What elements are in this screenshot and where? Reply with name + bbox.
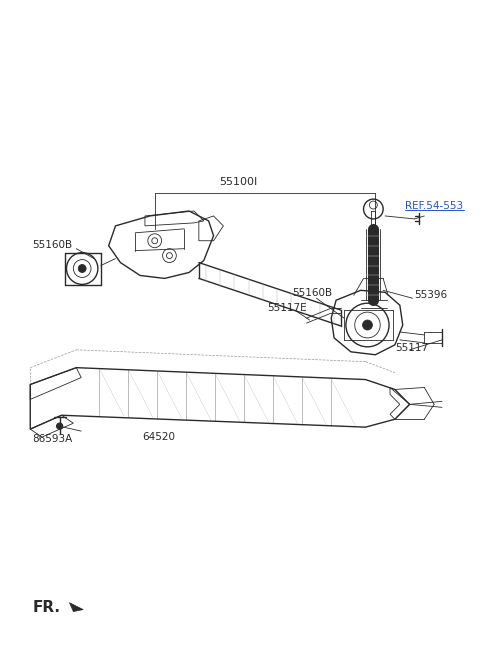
- Text: 55100I: 55100I: [219, 178, 257, 187]
- Text: 55396: 55396: [415, 290, 448, 300]
- Circle shape: [362, 320, 372, 330]
- Text: 55117: 55117: [395, 343, 428, 353]
- Text: REF.54-553: REF.54-553: [405, 201, 463, 211]
- Circle shape: [78, 265, 86, 272]
- Text: 64520: 64520: [142, 432, 175, 442]
- Text: 55160B: 55160B: [292, 288, 332, 298]
- Text: 86593A: 86593A: [32, 434, 72, 444]
- Text: 55117E: 55117E: [267, 303, 307, 313]
- Text: FR.: FR.: [32, 600, 60, 615]
- Text: 55160B: 55160B: [32, 240, 72, 250]
- Circle shape: [57, 423, 62, 429]
- Polygon shape: [70, 603, 83, 612]
